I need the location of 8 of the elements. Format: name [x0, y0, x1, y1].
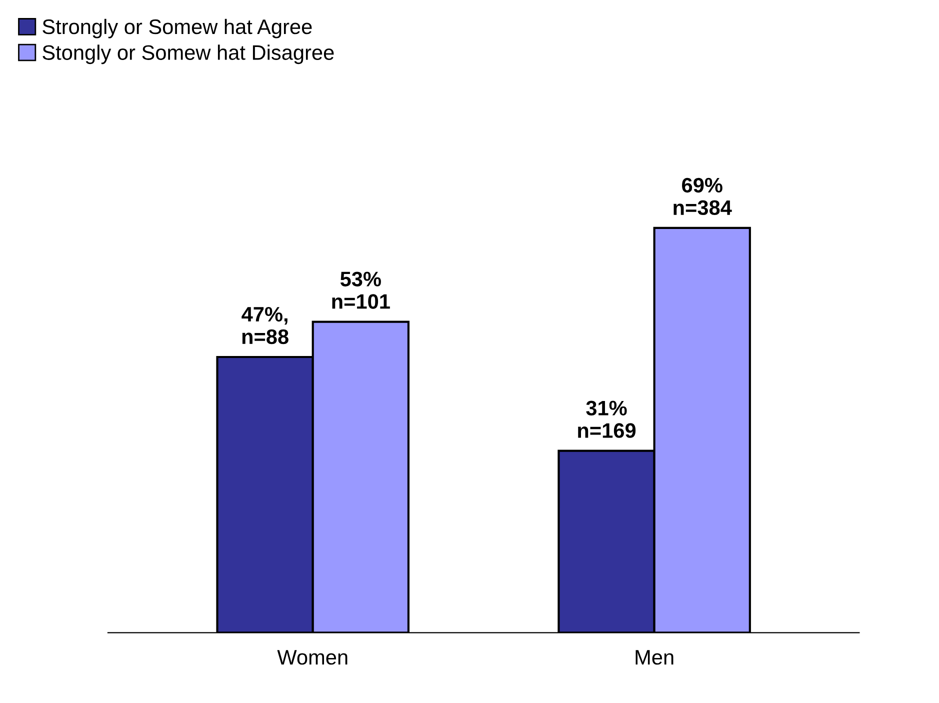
data-label: 47%, n=88: [242, 306, 288, 344]
legend-label: Stongly or Somew hat Disagree: [42, 44, 334, 64]
data-label: 31% n=169: [578, 400, 636, 438]
data-label: 69% n=384: [674, 178, 732, 216]
x-tick-label: Men: [636, 650, 674, 665]
x-tick-label: Women: [277, 650, 348, 665]
legend-label: Strongly or Somew hat Agree: [42, 18, 312, 38]
data-label: 53% n=101: [332, 272, 390, 309]
